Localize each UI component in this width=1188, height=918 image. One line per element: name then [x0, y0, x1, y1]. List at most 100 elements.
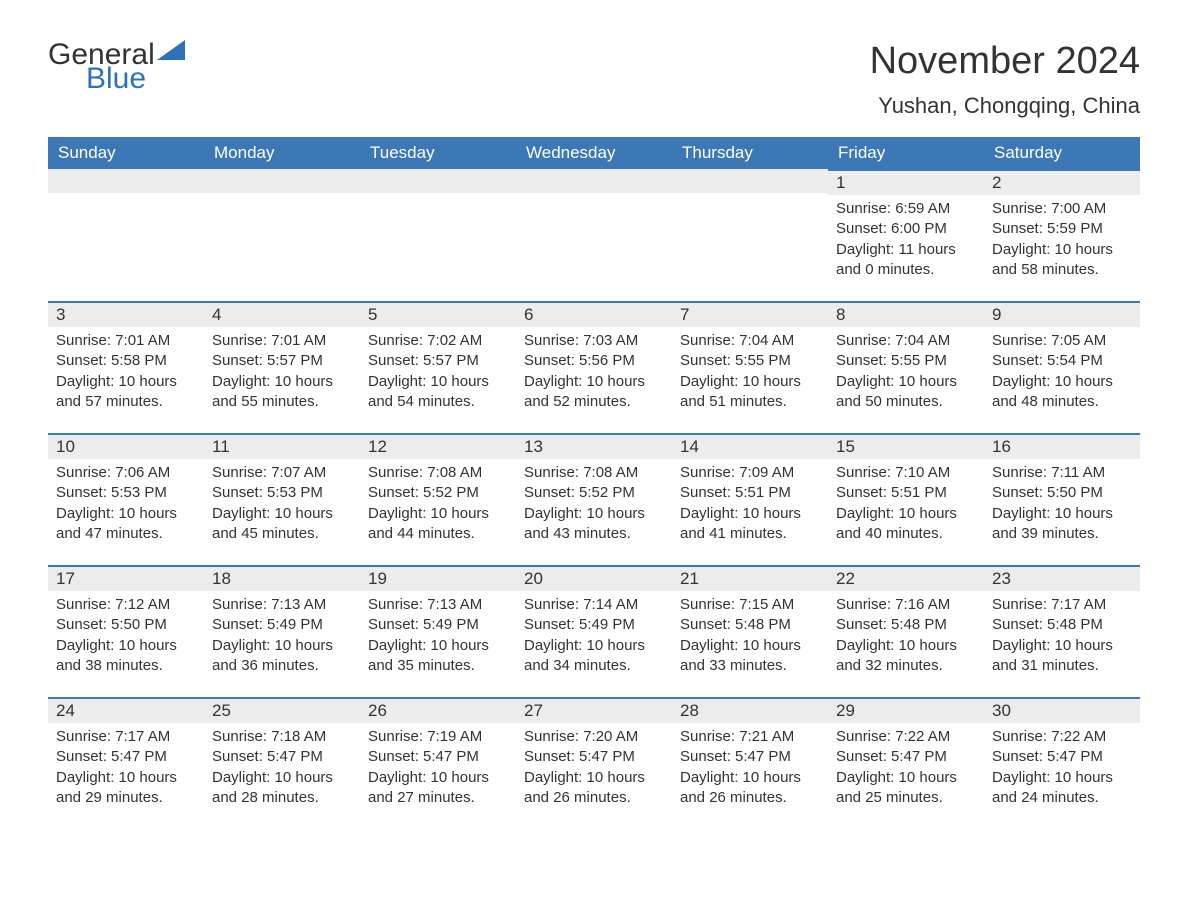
sunset-text: Sunset: 5:55 PM	[836, 351, 976, 371]
empty-day-bar	[48, 169, 204, 193]
logo-triangle-icon	[157, 40, 185, 60]
calendar-day-cell	[360, 169, 516, 301]
sunset-text: Sunset: 5:51 PM	[836, 483, 976, 503]
calendar-day-cell: 15Sunrise: 7:10 AMSunset: 5:51 PMDayligh…	[828, 433, 984, 565]
sunrise-text: Sunrise: 7:17 AM	[992, 595, 1132, 615]
calendar-day-cell: 3Sunrise: 7:01 AMSunset: 5:58 PMDaylight…	[48, 301, 204, 433]
sunset-text: Sunset: 5:47 PM	[524, 747, 664, 767]
daylight-text: Daylight: 10 hours and 31 minutes.	[992, 636, 1132, 677]
sunrise-text: Sunrise: 7:22 AM	[992, 727, 1132, 747]
day-details: Sunrise: 7:07 AMSunset: 5:53 PMDaylight:…	[204, 459, 360, 554]
calendar-day-cell: 9Sunrise: 7:05 AMSunset: 5:54 PMDaylight…	[984, 301, 1140, 433]
brand-logo: General Blue	[48, 40, 185, 94]
sunrise-text: Sunrise: 7:15 AM	[680, 595, 820, 615]
sunset-text: Sunset: 5:59 PM	[992, 219, 1132, 239]
sunset-text: Sunset: 5:57 PM	[212, 351, 352, 371]
sunset-text: Sunset: 5:50 PM	[56, 615, 196, 635]
daylight-text: Daylight: 10 hours and 58 minutes.	[992, 240, 1132, 281]
calendar-day-cell: 25Sunrise: 7:18 AMSunset: 5:47 PMDayligh…	[204, 697, 360, 829]
sunset-text: Sunset: 5:52 PM	[368, 483, 508, 503]
day-number-bar: 29	[828, 697, 984, 723]
sunrise-text: Sunrise: 7:03 AM	[524, 331, 664, 351]
sunrise-text: Sunrise: 7:10 AM	[836, 463, 976, 483]
sunset-text: Sunset: 5:57 PM	[368, 351, 508, 371]
calendar-day-cell: 20Sunrise: 7:14 AMSunset: 5:49 PMDayligh…	[516, 565, 672, 697]
day-number-bar: 3	[48, 301, 204, 327]
calendar-day-cell: 16Sunrise: 7:11 AMSunset: 5:50 PMDayligh…	[984, 433, 1140, 565]
sunset-text: Sunset: 5:53 PM	[212, 483, 352, 503]
day-details: Sunrise: 7:01 AMSunset: 5:57 PMDaylight:…	[204, 327, 360, 422]
sunrise-text: Sunrise: 7:02 AM	[368, 331, 508, 351]
daylight-text: Daylight: 10 hours and 57 minutes.	[56, 372, 196, 413]
empty-day-bar	[204, 169, 360, 193]
daylight-text: Daylight: 11 hours and 0 minutes.	[836, 240, 976, 281]
day-number-bar: 8	[828, 301, 984, 327]
sunrise-text: Sunrise: 7:01 AM	[56, 331, 196, 351]
calendar-day-cell: 18Sunrise: 7:13 AMSunset: 5:49 PMDayligh…	[204, 565, 360, 697]
day-details: Sunrise: 7:06 AMSunset: 5:53 PMDaylight:…	[48, 459, 204, 554]
sunrise-text: Sunrise: 7:14 AM	[524, 595, 664, 615]
day-details: Sunrise: 7:22 AMSunset: 5:47 PMDaylight:…	[984, 723, 1140, 818]
sunrise-text: Sunrise: 7:11 AM	[992, 463, 1132, 483]
calendar-day-cell: 28Sunrise: 7:21 AMSunset: 5:47 PMDayligh…	[672, 697, 828, 829]
day-details: Sunrise: 7:05 AMSunset: 5:54 PMDaylight:…	[984, 327, 1140, 422]
daylight-text: Daylight: 10 hours and 35 minutes.	[368, 636, 508, 677]
calendar-day-cell: 5Sunrise: 7:02 AMSunset: 5:57 PMDaylight…	[360, 301, 516, 433]
weekday-header: Saturday	[984, 137, 1140, 169]
month-title: November 2024	[870, 40, 1140, 83]
day-details: Sunrise: 7:16 AMSunset: 5:48 PMDaylight:…	[828, 591, 984, 686]
day-number-bar: 2	[984, 169, 1140, 195]
sunrise-text: Sunrise: 7:17 AM	[56, 727, 196, 747]
daylight-text: Daylight: 10 hours and 40 minutes.	[836, 504, 976, 545]
day-number-bar: 22	[828, 565, 984, 591]
sunrise-text: Sunrise: 7:00 AM	[992, 199, 1132, 219]
sunset-text: Sunset: 5:47 PM	[992, 747, 1132, 767]
sunset-text: Sunset: 5:48 PM	[992, 615, 1132, 635]
daylight-text: Daylight: 10 hours and 48 minutes.	[992, 372, 1132, 413]
calendar-day-cell: 13Sunrise: 7:08 AMSunset: 5:52 PMDayligh…	[516, 433, 672, 565]
calendar-day-cell: 2 Sunrise: 7:00 AMSunset: 5:59 PMDaylight…	[984, 169, 1140, 301]
sunrise-text: Sunrise: 7:18 AM	[212, 727, 352, 747]
sunrise-text: Sunrise: 7:12 AM	[56, 595, 196, 615]
title-block: November 2024 Yushan, Chongqing, China	[870, 40, 1140, 131]
day-details: Sunrise: 7:17 AMSunset: 5:48 PMDaylight:…	[984, 591, 1140, 686]
sunrise-text: Sunrise: 7:13 AM	[368, 595, 508, 615]
day-number-bar: 30	[984, 697, 1140, 723]
sunrise-text: Sunrise: 7:20 AM	[524, 727, 664, 747]
weekday-header: Tuesday	[360, 137, 516, 169]
weekday-header-row: Sunday Monday Tuesday Wednesday Thursday…	[48, 137, 1140, 169]
calendar-day-cell: 23Sunrise: 7:17 AMSunset: 5:48 PMDayligh…	[984, 565, 1140, 697]
weekday-header: Sunday	[48, 137, 204, 169]
sunset-text: Sunset: 5:51 PM	[680, 483, 820, 503]
day-number-bar: 9	[984, 301, 1140, 327]
day-details: Sunrise: 7:18 AMSunset: 5:47 PMDaylight:…	[204, 723, 360, 818]
day-details: Sunrise: 7:03 AMSunset: 5:56 PMDaylight:…	[516, 327, 672, 422]
calendar-day-cell: 30Sunrise: 7:22 AMSunset: 5:47 PMDayligh…	[984, 697, 1140, 829]
sunset-text: Sunset: 5:47 PM	[368, 747, 508, 767]
sunrise-text: Sunrise: 6:59 AM	[836, 199, 976, 219]
empty-day-bar	[516, 169, 672, 193]
day-details: Sunrise: 7:08 AMSunset: 5:52 PMDaylight:…	[360, 459, 516, 554]
day-number-bar: 12	[360, 433, 516, 459]
daylight-text: Daylight: 10 hours and 36 minutes.	[212, 636, 352, 677]
day-details: Sunrise: 7:21 AMSunset: 5:47 PMDaylight:…	[672, 723, 828, 818]
sunset-text: Sunset: 5:48 PM	[680, 615, 820, 635]
day-number-bar: 17	[48, 565, 204, 591]
day-number-bar: 19	[360, 565, 516, 591]
calendar-week-row: 17 Sunrise: 7:12 AMSunset: 5:50 PM Dayligh…	[48, 565, 1140, 697]
sunrise-text: Sunrise: 7:19 AM	[368, 727, 508, 747]
day-details: Sunrise: 7:13 AMSunset: 5:49 PMDaylight:…	[204, 591, 360, 686]
day-number-bar: 26	[360, 697, 516, 723]
day-number-bar: 14	[672, 433, 828, 459]
daylight-text: Daylight: 10 hours and 50 minutes.	[836, 372, 976, 413]
day-number-bar: 7	[672, 301, 828, 327]
daylight-text: Daylight: 10 hours and 25 minutes.	[836, 768, 976, 809]
empty-day-bar	[672, 169, 828, 193]
sunset-text: Sunset: 5:47 PM	[56, 747, 196, 767]
day-number-bar: 25	[204, 697, 360, 723]
sunset-text: Sunset: 5:48 PM	[836, 615, 976, 635]
calendar-day-cell: 8Sunrise: 7:04 AMSunset: 5:55 PMDaylight…	[828, 301, 984, 433]
sunset-text: Sunset: 5:55 PM	[680, 351, 820, 371]
day-number-bar: 5	[360, 301, 516, 327]
calendar-day-cell: 6Sunrise: 7:03 AMSunset: 5:56 PMDaylight…	[516, 301, 672, 433]
